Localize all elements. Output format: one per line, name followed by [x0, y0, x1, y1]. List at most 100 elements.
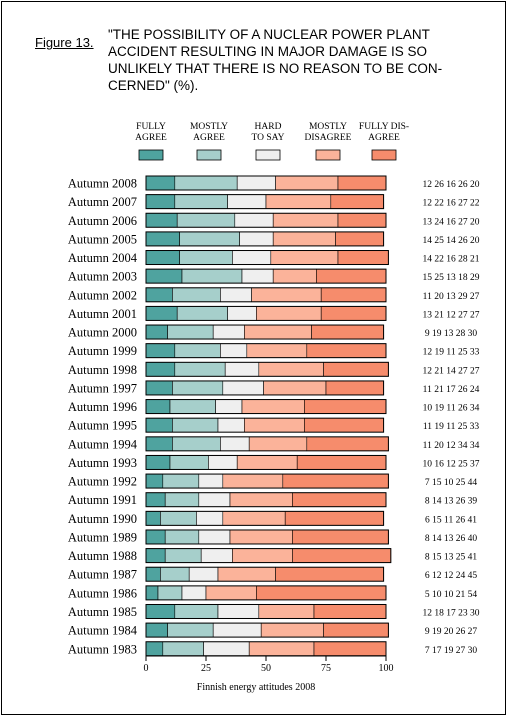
bar-outline: [145, 399, 387, 415]
bar-segment: [145, 380, 173, 396]
bar-segment: [145, 511, 161, 526]
bar-segment: [323, 622, 389, 638]
legend-swatch: [255, 149, 281, 161]
bar-segment: [244, 417, 305, 433]
bar-segment: [337, 212, 387, 228]
bar-outline: [145, 436, 389, 452]
value-labels: 8 15 13 25 41: [425, 553, 478, 563]
value-labels: 14 22 16 28 21: [423, 255, 480, 265]
bar-segment: [229, 492, 293, 508]
value-labels: 13 21 12 27 27: [423, 310, 480, 320]
bar-segment: [172, 436, 221, 452]
row-label: Autumn 2006: [68, 214, 137, 228]
bar-segment: [244, 324, 312, 340]
value-labels: 6 12 12 24 45: [425, 571, 478, 581]
bar-segment: [335, 231, 384, 247]
bar-segment: [145, 529, 166, 545]
value-labels: 11 19 11 25 33: [423, 422, 480, 432]
bar-segment: [227, 194, 267, 209]
bar-segment: [227, 306, 257, 321]
row-label: Autumn 2003: [68, 270, 137, 284]
bar-outline: [145, 417, 385, 433]
bar-segment: [241, 268, 274, 284]
row-label: Autumn 1992: [68, 475, 137, 489]
legend-label: FULLY DIS-: [359, 122, 409, 132]
bar-segment: [145, 361, 176, 377]
bar-segment: [313, 641, 387, 657]
bar-segment: [145, 175, 176, 191]
legend-label: AGREE: [135, 133, 167, 143]
value-labels: 14 25 14 26 20: [423, 236, 480, 246]
row-label: Autumn 1984: [68, 624, 138, 638]
bar-segment: [232, 548, 293, 563]
bar-segment: [236, 455, 298, 470]
bar-segment: [205, 585, 257, 601]
bar-outline: [145, 287, 387, 303]
bar-segment: [256, 585, 387, 601]
bar-segment: [145, 306, 178, 321]
bar-outline: [145, 622, 389, 638]
value-labels: 13 24 16 27 20: [423, 217, 480, 227]
bar-segment: [160, 566, 190, 582]
bar-segment: [145, 268, 183, 284]
bar-outline: [145, 492, 387, 508]
bar-segment: [311, 324, 384, 340]
bar-segment: [198, 473, 224, 489]
bar-segment: [157, 585, 183, 601]
row-label: Autumn 1996: [68, 400, 137, 414]
bar-outline: [145, 231, 385, 247]
bar-segment: [258, 604, 315, 619]
bar-segment: [306, 343, 387, 358]
bar-outline: [145, 510, 385, 526]
bar-segment: [181, 268, 243, 284]
row-label: Autumn 1991: [68, 493, 137, 507]
bar-segment: [145, 492, 166, 508]
bar-segment: [220, 343, 248, 358]
bar-segment: [164, 492, 200, 508]
bar-outline: [145, 473, 389, 489]
bar-segment: [169, 399, 216, 414]
row-label: Autumn 2001: [68, 307, 137, 321]
row-label: Autumn 1985: [68, 605, 137, 619]
figure-title: "THE POSSIBILITY OF A NUCLEAR POWER PLAN…: [108, 27, 443, 93]
value-labels: 10 19 11 26 34: [423, 404, 480, 414]
bar-outline: [145, 529, 389, 545]
bar-segment: [222, 511, 286, 526]
value-labels: 15 25 13 18 29: [423, 273, 480, 283]
bar-outline: [145, 603, 387, 619]
bar-segment: [248, 641, 315, 657]
bar-segment: [174, 194, 228, 209]
bar-segment: [203, 641, 250, 657]
bar-segment: [330, 194, 384, 209]
bar-segment: [292, 548, 392, 563]
legend-label: TO SAY: [252, 133, 285, 143]
bar-outline: [145, 566, 385, 582]
bar-segment: [145, 324, 168, 340]
bar-outline: [145, 343, 387, 359]
row-label: Autumn 1987: [68, 568, 137, 582]
bar-segment: [198, 529, 231, 545]
value-labels: 8 14 13 26 39: [425, 497, 478, 507]
bar-segment: [169, 455, 209, 470]
value-labels: 6 15 11 26 41: [425, 515, 477, 525]
bar-segment: [198, 492, 231, 508]
bar-segment: [313, 604, 387, 619]
bar-segment: [145, 455, 171, 470]
bar-segment: [236, 175, 276, 191]
row-label: Autumn 1983: [68, 642, 137, 656]
bar-segment: [272, 268, 317, 284]
bar-segment: [272, 212, 339, 228]
legend-label: AGREE: [193, 133, 225, 143]
value-labels: 7 15 10 25 44: [425, 478, 478, 488]
value-labels: 9 19 13 28 30: [425, 329, 478, 339]
value-labels: 12 22 16 27 22: [423, 199, 480, 209]
bar-segment: [162, 473, 200, 489]
bar-outline: [145, 268, 387, 284]
row-label: Autumn 2008: [68, 177, 137, 191]
x-tick-label: 25: [201, 663, 211, 674]
bar-outline: [145, 548, 392, 564]
row-label: Autumn 1997: [68, 381, 137, 395]
bar-segment: [176, 212, 236, 228]
bar-segment: [217, 566, 276, 582]
